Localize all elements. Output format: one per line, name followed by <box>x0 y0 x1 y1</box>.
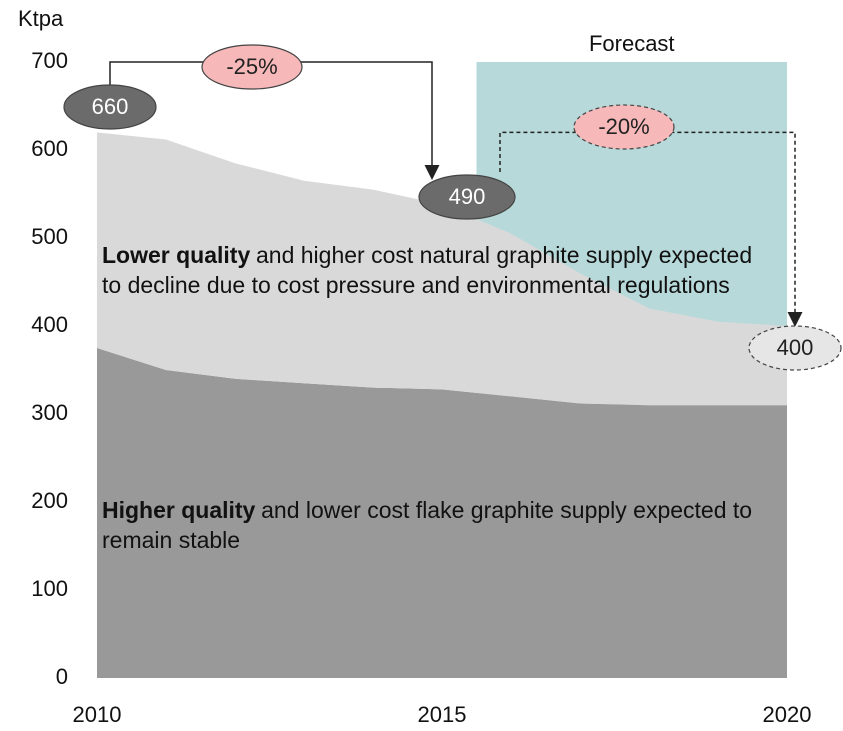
y-tick-label: 400 <box>31 312 68 337</box>
y-tick-label: 600 <box>31 136 68 161</box>
note-bold: Lower quality <box>102 242 251 268</box>
y-tick-label: 200 <box>31 488 68 513</box>
note-lower: Lower quality and higher cost natural gra… <box>102 240 762 300</box>
area <box>97 132 787 406</box>
x-tick-label: 2010 <box>73 702 122 727</box>
bubble <box>63 84 157 130</box>
note-bold: Higher quality <box>102 497 256 523</box>
bubble-label: 400 <box>777 335 814 360</box>
bubble <box>573 104 675 150</box>
bubble-label: 660 <box>92 94 129 119</box>
y-tick-label: 700 <box>31 48 68 73</box>
y-tick-label: 300 <box>31 400 68 425</box>
y-axis-label: Ktpa <box>18 6 64 31</box>
bubble-label: 490 <box>449 184 486 209</box>
bubble-label: -20% <box>598 114 649 139</box>
note-higher: Higher quality and lower cost flake graph… <box>102 495 762 555</box>
note-text: and higher cost natural graphite supply … <box>102 242 753 298</box>
bubble <box>748 325 842 371</box>
x-tick-label: 2020 <box>763 702 812 727</box>
y-tick-label: 500 <box>31 224 68 249</box>
forecast-label: Forecast <box>589 31 675 56</box>
y-tick-label: 100 <box>31 576 68 601</box>
arrow-dashed <box>499 131 803 327</box>
note-text: and lower cost flake graphite supply exp… <box>102 497 753 553</box>
bubble-label: -25% <box>226 54 277 79</box>
bubble <box>418 174 516 220</box>
area <box>97 348 787 678</box>
y-tick-label: 0 <box>56 664 68 689</box>
x-tick-label: 2015 <box>418 702 467 727</box>
bubble <box>201 44 303 90</box>
